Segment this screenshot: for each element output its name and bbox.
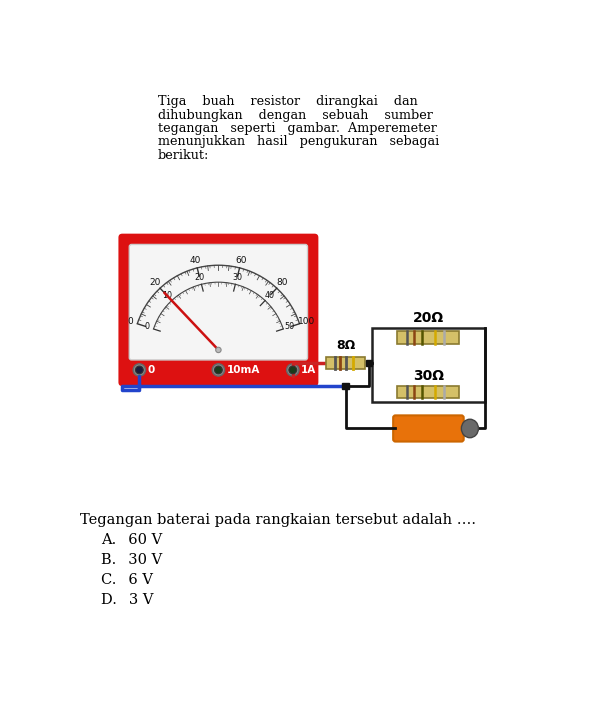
Circle shape	[135, 366, 143, 373]
Text: B.  30 V: B. 30 V	[102, 553, 163, 567]
Text: 30: 30	[232, 273, 242, 282]
Text: 20Ω: 20Ω	[413, 312, 444, 325]
Text: 0: 0	[144, 323, 150, 331]
Text: 100: 100	[298, 317, 315, 326]
Circle shape	[212, 364, 225, 376]
Circle shape	[286, 364, 299, 376]
Text: 0: 0	[127, 317, 133, 326]
Circle shape	[214, 366, 222, 373]
Circle shape	[289, 366, 296, 373]
Text: Tegangan baterai pada rangkaian tersebut adalah ….: Tegangan baterai pada rangkaian tersebut…	[80, 513, 476, 527]
Bar	[326, 357, 365, 369]
Text: D.  3 V: D. 3 V	[102, 593, 154, 607]
Text: 60: 60	[236, 256, 247, 265]
Circle shape	[216, 347, 221, 352]
Bar	[372, 328, 485, 402]
Text: A.  60 V: A. 60 V	[102, 533, 163, 547]
FancyBboxPatch shape	[393, 416, 464, 442]
Bar	[366, 360, 372, 366]
Bar	[397, 386, 459, 398]
FancyBboxPatch shape	[118, 234, 318, 386]
Text: 40: 40	[189, 256, 201, 265]
Text: 10: 10	[162, 291, 172, 300]
Text: 30Ω: 30Ω	[413, 369, 444, 383]
Text: C.  6 V: C. 6 V	[102, 573, 153, 587]
Text: 40: 40	[265, 291, 275, 300]
Text: 80: 80	[276, 278, 288, 287]
Text: Tiga    buah    resistor    dirangkai    dan: Tiga buah resistor dirangkai dan	[158, 95, 418, 108]
Text: 1A: 1A	[301, 365, 316, 375]
Bar	[342, 383, 349, 389]
Text: tegangan   seperti   gambar.  Amperemeter: tegangan seperti gambar. Amperemeter	[158, 122, 437, 135]
Ellipse shape	[462, 419, 478, 438]
Text: dihubungkan    dengan    sebuah    sumber: dihubungkan dengan sebuah sumber	[158, 108, 433, 122]
Circle shape	[133, 364, 146, 376]
Bar	[397, 331, 459, 344]
Text: 0: 0	[148, 365, 155, 375]
Text: berikut:: berikut:	[158, 149, 209, 162]
Text: 10mA: 10mA	[227, 365, 260, 375]
Text: 8Ω: 8Ω	[336, 339, 355, 352]
Text: menunjukkan   hasil   pengukuran   sebagai: menunjukkan hasil pengukuran sebagai	[158, 135, 439, 149]
Text: 50: 50	[285, 323, 295, 331]
FancyBboxPatch shape	[129, 245, 308, 360]
Text: 20: 20	[149, 278, 160, 287]
Text: 20: 20	[195, 273, 205, 282]
